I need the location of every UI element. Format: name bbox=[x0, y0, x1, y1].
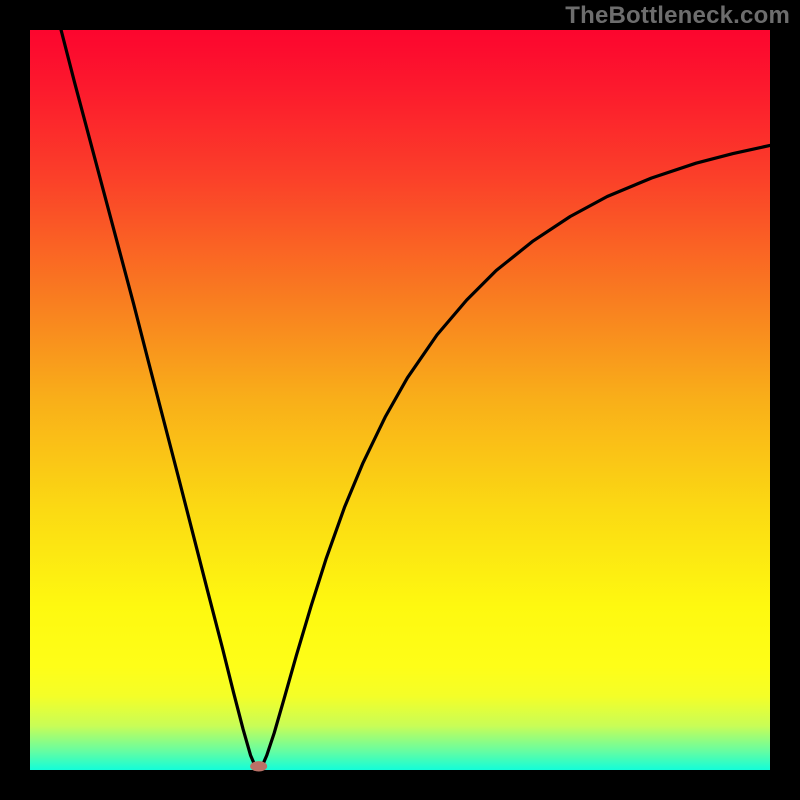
chart-svg-overlay bbox=[0, 0, 800, 800]
watermark-text: TheBottleneck.com bbox=[565, 2, 790, 30]
chart-container: TheBottleneck.com bbox=[0, 0, 800, 800]
bottleneck-curve bbox=[61, 30, 770, 769]
minimum-marker bbox=[250, 761, 267, 771]
